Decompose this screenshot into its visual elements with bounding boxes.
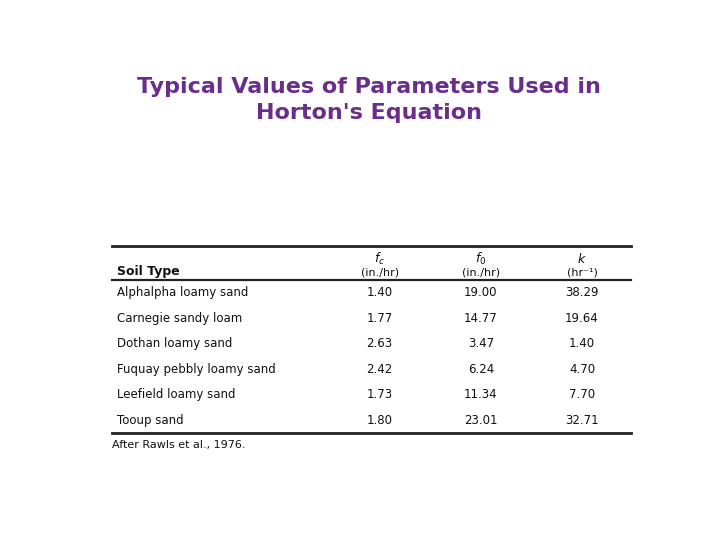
Text: 1.40: 1.40 [569,338,595,350]
Text: Leefield loamy sand: Leefield loamy sand [117,388,235,401]
Text: 2.42: 2.42 [366,363,392,376]
Text: 3.47: 3.47 [468,338,494,350]
Text: Fuquay pebbly loamy sand: Fuquay pebbly loamy sand [117,363,276,376]
Text: 4.70: 4.70 [569,363,595,376]
Text: 23.01: 23.01 [464,414,498,427]
Text: 1.73: 1.73 [366,388,392,401]
Text: 2.63: 2.63 [366,338,392,350]
Text: 1.77: 1.77 [366,312,392,325]
Text: Tooup sand: Tooup sand [117,414,184,427]
Text: 6.24: 6.24 [468,363,494,376]
Text: $f_0$: $f_0$ [475,251,487,267]
Text: 19.64: 19.64 [565,312,599,325]
Text: 1.40: 1.40 [366,287,392,300]
Text: 38.29: 38.29 [565,287,599,300]
Text: Carnegie sandy loam: Carnegie sandy loam [117,312,242,325]
Text: $f_c$: $f_c$ [374,251,385,267]
Text: After Rawls et al., 1976.: After Rawls et al., 1976. [112,440,246,450]
Text: 1.80: 1.80 [366,414,392,427]
Text: Soil Type: Soil Type [117,265,179,278]
Text: (in./hr): (in./hr) [462,267,500,277]
Text: 19.00: 19.00 [464,287,498,300]
Text: 32.71: 32.71 [565,414,599,427]
Text: (in./hr): (in./hr) [361,267,399,277]
Text: 14.77: 14.77 [464,312,498,325]
Text: Dothan loamy sand: Dothan loamy sand [117,338,232,350]
Text: 7.70: 7.70 [569,388,595,401]
Text: Typical Values of Parameters Used in
Horton's Equation: Typical Values of Parameters Used in Hor… [137,77,601,123]
Text: $k$: $k$ [577,252,587,266]
Text: 11.34: 11.34 [464,388,498,401]
Text: Alphalpha loamy sand: Alphalpha loamy sand [117,287,248,300]
Text: (hr⁻¹): (hr⁻¹) [567,267,598,277]
